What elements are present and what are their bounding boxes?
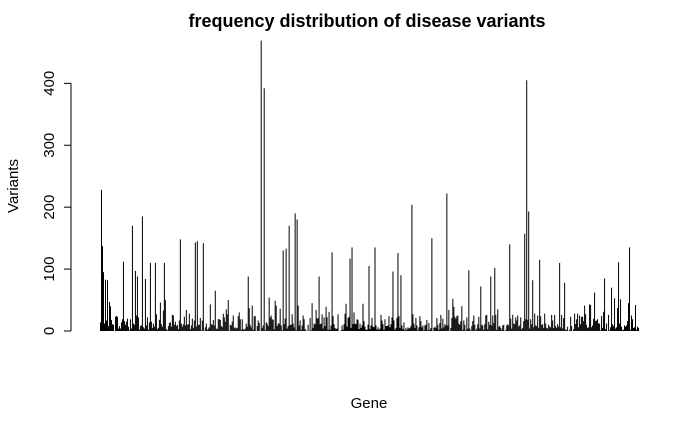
y-tick-label: 100 xyxy=(41,257,58,282)
y-tick-label: 400 xyxy=(41,71,58,96)
y-tick-label: 300 xyxy=(41,133,58,158)
y-axis: 0 100 200 300 400 xyxy=(41,71,72,335)
y-tick-label: 200 xyxy=(41,195,58,220)
y-tick-label: 0 xyxy=(41,327,58,335)
bars xyxy=(100,40,639,331)
x-axis-label: Gene xyxy=(351,395,388,412)
y-axis-label: Variants xyxy=(5,159,22,213)
chart-title: frequency distribution of disease varian… xyxy=(188,11,545,31)
